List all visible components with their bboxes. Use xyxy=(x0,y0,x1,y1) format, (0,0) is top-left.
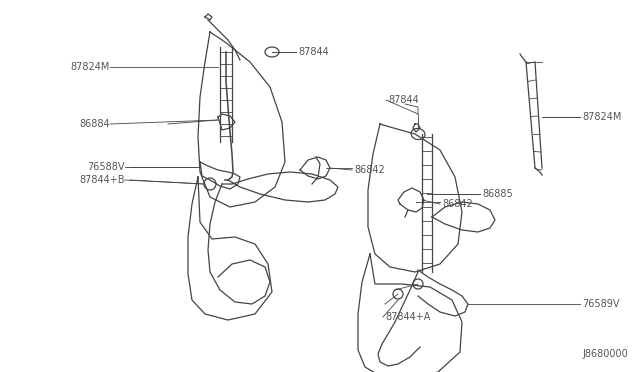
Text: 76589V: 76589V xyxy=(582,299,620,309)
Text: J8680000: J8680000 xyxy=(582,349,628,359)
Text: 87844: 87844 xyxy=(298,47,329,57)
Text: 76588V: 76588V xyxy=(88,162,125,172)
Text: 86884: 86884 xyxy=(79,119,110,129)
Text: 86885: 86885 xyxy=(482,189,513,199)
Text: 87824M: 87824M xyxy=(70,62,110,72)
Text: 87844+A: 87844+A xyxy=(385,312,430,322)
Text: 86842: 86842 xyxy=(354,165,385,175)
Text: 87824M: 87824M xyxy=(582,112,621,122)
Text: 86842: 86842 xyxy=(442,199,473,209)
Text: 87844+B: 87844+B xyxy=(79,175,125,185)
Text: 87844: 87844 xyxy=(388,95,419,105)
